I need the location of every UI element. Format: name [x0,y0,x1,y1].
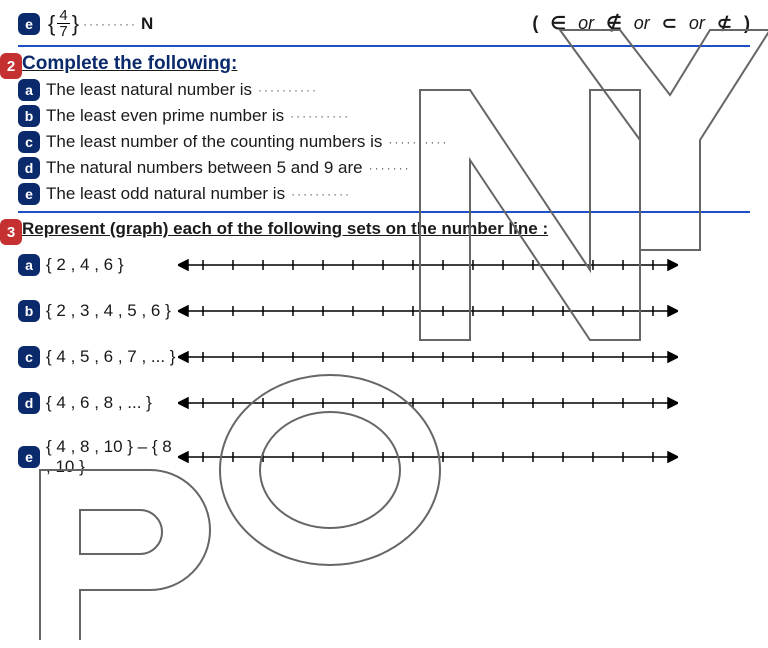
item-badge: c [18,131,40,153]
q3-item-set: { 4 , 6 , 8 , ... } [46,393,152,413]
number-line [178,253,678,277]
item-badge: b [18,300,40,322]
fraction: 4 7 [57,8,69,39]
number-line [178,345,678,369]
number-line [178,391,678,415]
item-badge: d [18,392,40,414]
q2-title: Complete the following: [22,53,750,75]
brace-close: } [72,11,79,37]
or-1: or [578,13,594,34]
q3-number: 3 [0,219,22,245]
item-badge: b [18,105,40,127]
q2-item-text: The least even prime number is [46,106,284,126]
item-badge: e [18,446,40,468]
q3: 3 Represent (graph) each of the followin… [18,219,750,477]
q3-item: e { 4 , 8 , 10 } – { 8 , 10 } [18,437,750,477]
blank-dots: ········· [83,17,137,31]
item-badge: e [18,183,40,205]
q2: 2 Complete the following: aThe least nat… [18,53,750,205]
q2-item-text: The least number of the counting numbers… [46,132,382,152]
item-badge: a [18,254,40,276]
q3-item-set: { 2 , 4 , 6 } [46,255,124,275]
q2-item: b The least even prime number is ·········… [18,105,750,127]
blank-dots: ·········· [388,135,448,149]
q2-items: aThe least natural number is··········bT… [18,79,750,205]
q2-number: 2 [0,53,22,79]
q1-item-e: e { 4 7 } ········· N [18,8,153,39]
fraction-den: 7 [57,24,69,39]
q3-item: a { 2 , 4 , 6 } [18,253,750,277]
q3-item: b { 2 , 3 , 4 , 5 , 6 } [18,299,750,323]
q2-item-text: The least natural number is [46,80,252,100]
q3-item-label: c { 4 , 5 , 6 , 7 , ... } [18,346,178,368]
q3-item-label: a { 2 , 4 , 6 } [18,254,178,276]
paren-close: ) [744,13,750,34]
q3-item-set: { 2 , 3 , 4 , 5 , 6 } [46,301,171,321]
q3-item-set: { 4 , 5 , 6 , 7 , ... } [46,347,175,367]
q2-item: c The least number of the counting number… [18,131,750,153]
blank-dots: ·········· [258,83,318,97]
q2-item: a The least natural number is ·········· [18,79,750,101]
item-badge-e: e [18,13,40,35]
or-3: or [689,13,705,34]
number-line [178,445,678,469]
q2-title-text: Complete the following: [22,53,237,74]
q2-item: e The least odd natural number is ········… [18,183,750,205]
rule-2 [18,211,750,213]
choice-subset: ⊂ [662,13,677,34]
item-badge: a [18,79,40,101]
q3-item-label: b { 2 , 3 , 4 , 5 , 6 } [18,300,178,322]
q3-title: Represent (graph) each of the following … [22,219,750,239]
q1-residual: e { 4 7 } ········· N ( ∈ or ∉ or ⊂ or ⊄… [18,8,750,39]
item-badge: d [18,157,40,179]
q2-item-text: The least odd natural number is [46,184,285,204]
q3-item-set: { 4 , 8 , 10 } – { 8 , 10 } [46,437,178,477]
q3-item: c { 4 , 5 , 6 , 7 , ... } [18,345,750,369]
page: e { 4 7 } ········· N ( ∈ or ∉ or ⊂ or ⊄… [0,0,768,648]
or-2: or [634,13,650,34]
brace-open: { [48,11,55,37]
q2-item-text: The natural numbers between 5 and 9 are [46,158,363,178]
q3-item: d { 4 , 6 , 8 , ... } [18,391,750,415]
blank-dots: ······· [369,161,411,175]
answer-choices: ( ∈ or ∉ or ⊂ or ⊄ ) [532,13,750,34]
q2-item: d The natural numbers between 5 and 9 are… [18,157,750,179]
fraction-num: 4 [57,8,69,24]
choice-notin: ∉ [606,13,622,34]
blank-dots: ·········· [290,109,350,123]
item-badge: c [18,346,40,368]
q3-items: a { 2 , 4 , 6 } b { 2 , 3 , 4 , 5 , 6 } c { 4… [18,253,750,477]
paren-open: ( [532,13,538,34]
blank-dots: ·········· [291,187,351,201]
q3-item-label: d { 4 , 6 , 8 , ... } [18,392,178,414]
q3-item-label: e { 4 , 8 , 10 } – { 8 , 10 } [18,437,178,477]
number-line [178,299,678,323]
set-N: N [141,14,153,34]
rule-1 [18,45,750,47]
choice-in: ∈ [550,13,566,34]
choice-notsubset: ⊄ [717,13,732,34]
